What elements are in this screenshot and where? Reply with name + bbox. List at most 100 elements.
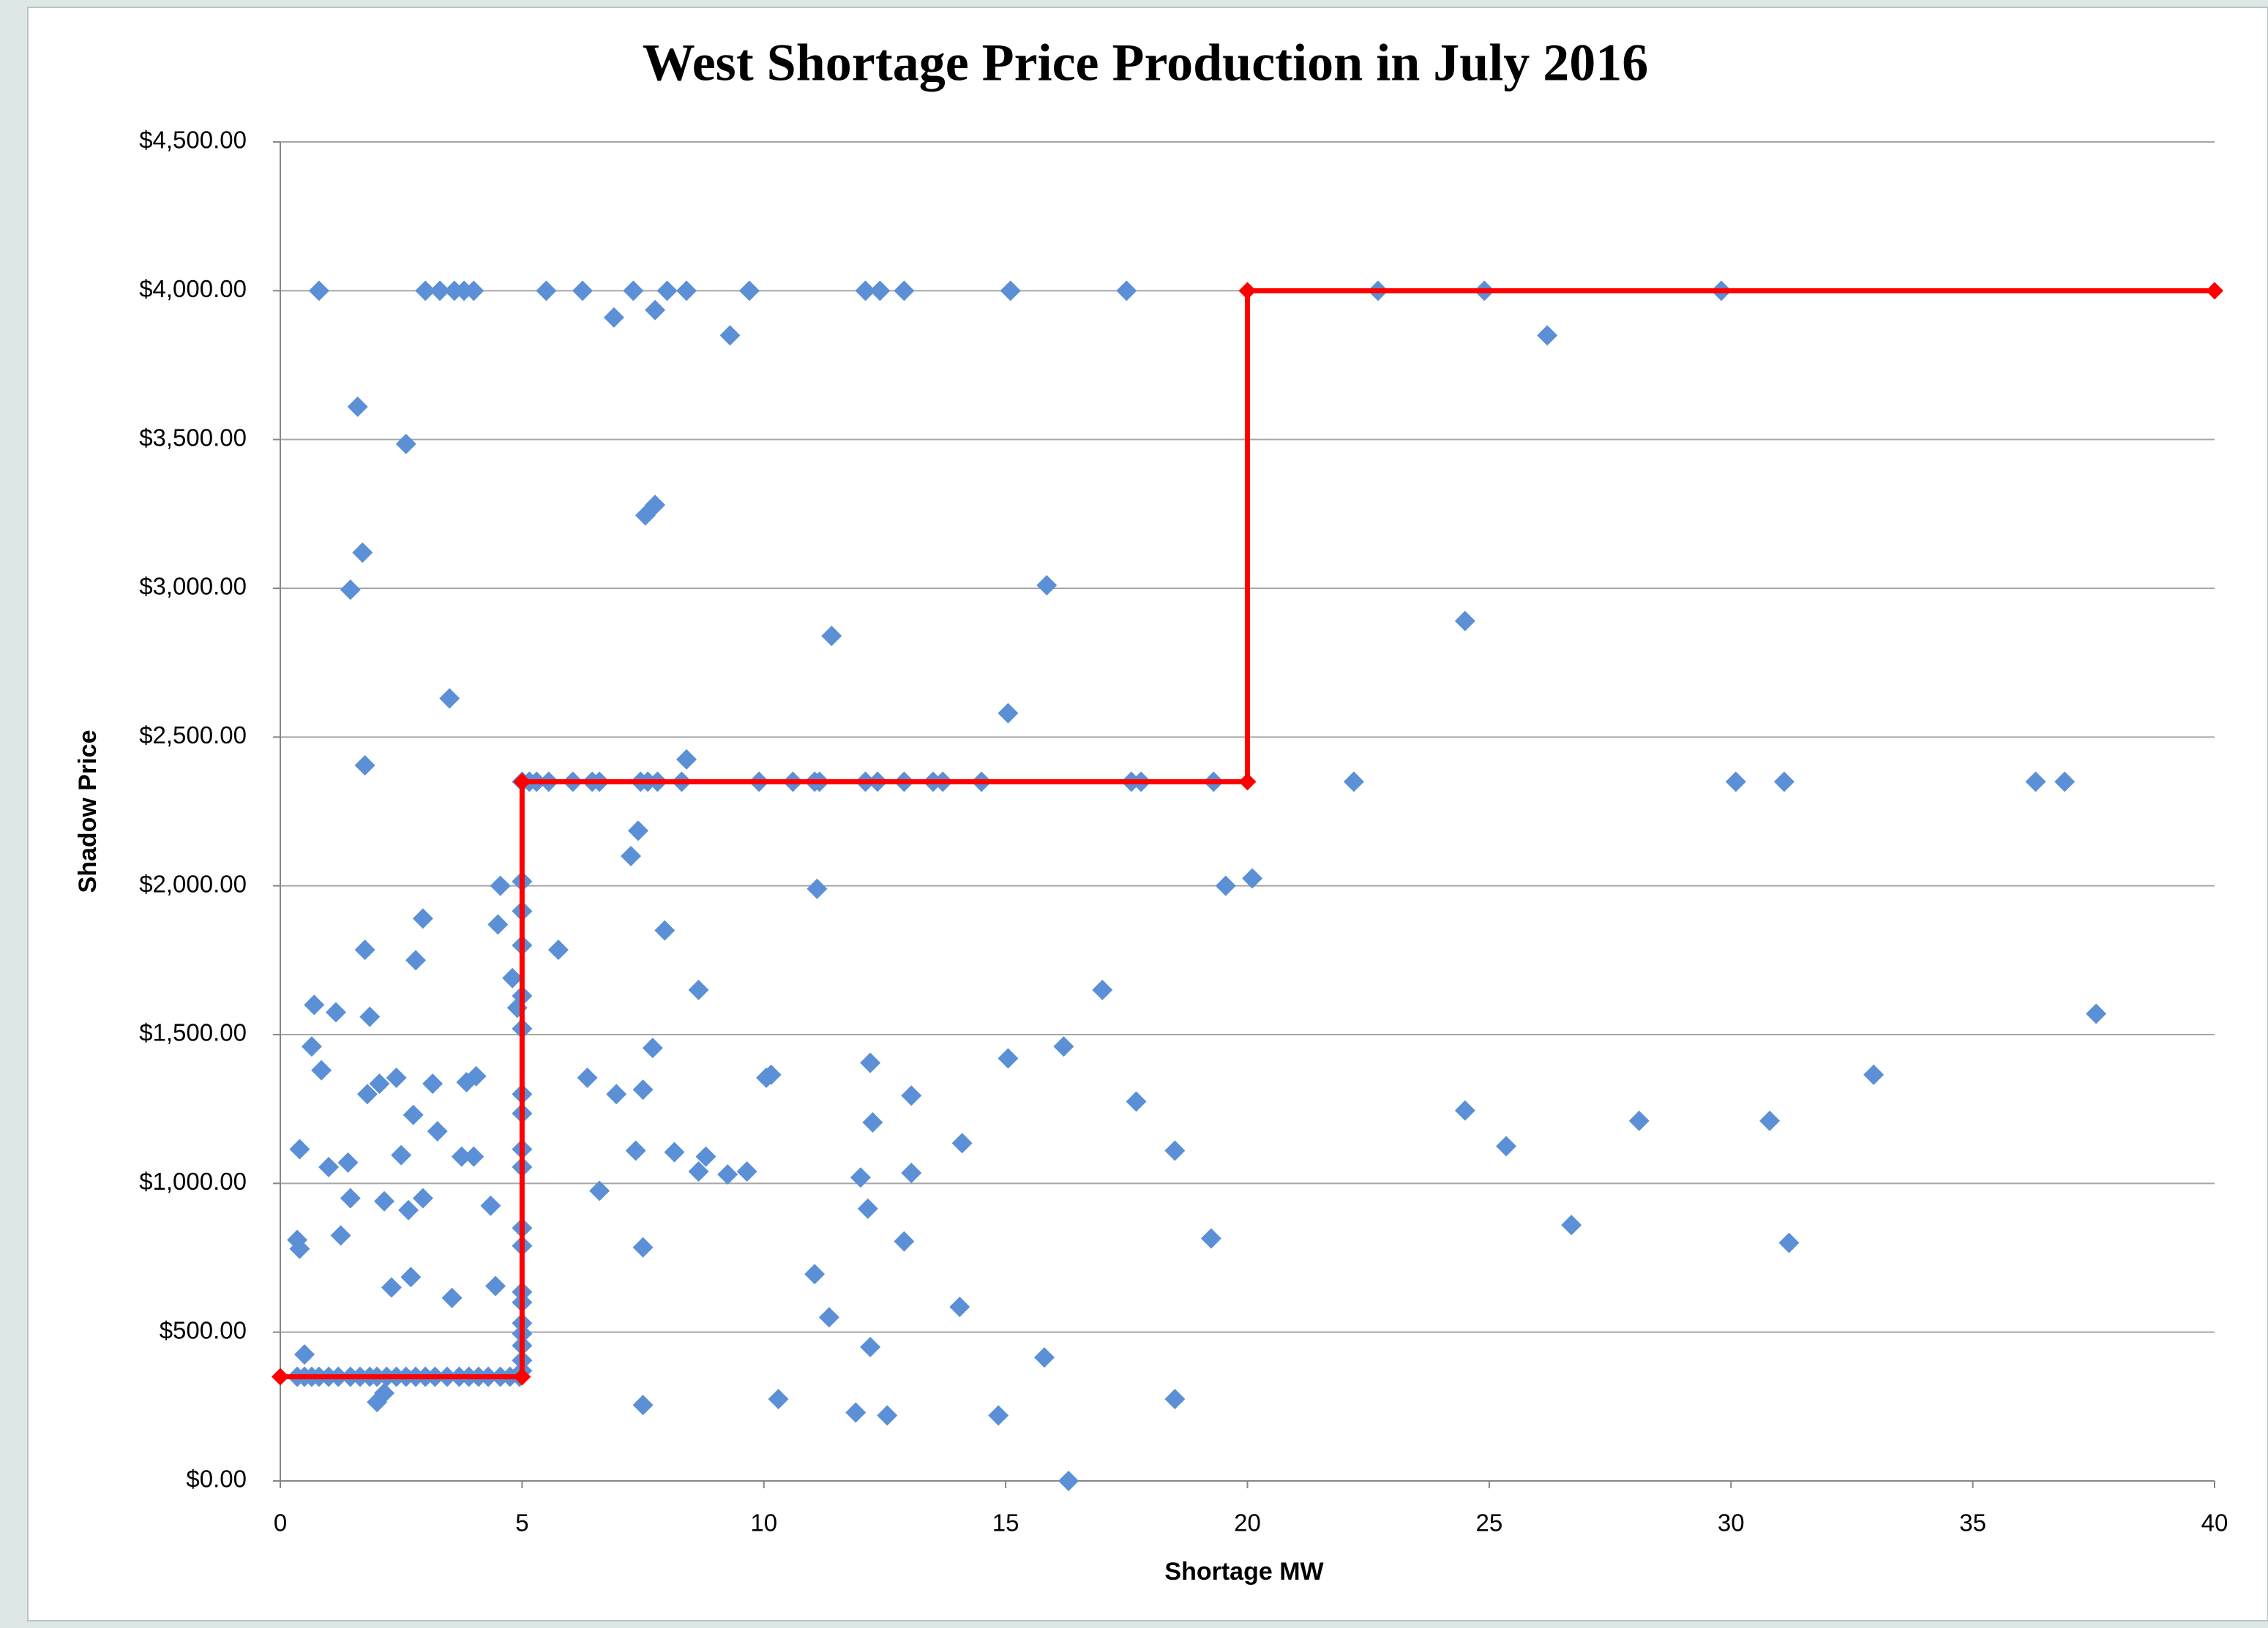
scatter-point [2086, 1003, 2107, 1024]
scatter-point [869, 280, 891, 301]
scatter-point [412, 908, 433, 929]
scatter-point [676, 749, 697, 770]
x-tick-label: 5 [515, 1509, 528, 1537]
scatter-point [998, 702, 1019, 724]
scatter-point [398, 1199, 419, 1220]
scatter-point [998, 1048, 1019, 1069]
line-marker [1238, 282, 1257, 300]
scatter-point [877, 1405, 898, 1426]
scatter-point [395, 433, 416, 454]
scatter-point [415, 280, 436, 301]
scatter-point [804, 1264, 826, 1285]
scatter-point [1863, 1064, 1885, 1085]
scatter-point [632, 1079, 654, 1100]
y-tick-label: $3,500.00 [139, 424, 247, 451]
scatter-point [768, 1389, 789, 1410]
scatter-point [386, 1067, 407, 1088]
scatter-point [1058, 1471, 1079, 1491]
scatter-point [688, 1161, 709, 1182]
scatter-point [606, 1084, 627, 1105]
scatter-point [485, 1275, 506, 1297]
scatter-point [1092, 980, 1113, 1000]
scatter-point [369, 1073, 390, 1095]
scatter-point [1164, 1140, 1186, 1161]
scatter-point [1454, 610, 1475, 631]
scatter-point [603, 307, 624, 328]
scatter-point [860, 1337, 881, 1357]
scatter-point [855, 280, 876, 301]
scatter-point [857, 1198, 878, 1219]
scatter-point [621, 846, 642, 866]
scatter-point [760, 1064, 782, 1085]
line-marker [513, 1368, 531, 1386]
scatter-point [352, 542, 373, 563]
x-tick-label: 30 [1718, 1509, 1745, 1537]
scatter-point [463, 280, 484, 301]
y-tick-label: $2,000.00 [139, 870, 247, 897]
scatter-point [547, 939, 569, 961]
scatter-point [1454, 1100, 1475, 1121]
x-tick-label: 20 [1234, 1509, 1261, 1537]
scatter-point [632, 1237, 654, 1258]
scatter-point [318, 1156, 340, 1177]
scatter-point [688, 980, 709, 1000]
line-marker [2206, 282, 2223, 300]
scatter-point [1053, 1036, 1074, 1057]
scatter-point [2025, 771, 2046, 792]
scatter-point [1773, 771, 1794, 792]
x-tick-label: 15 [992, 1509, 1019, 1537]
scatter-point [1778, 1232, 1800, 1253]
scatter-point [1343, 771, 1364, 792]
scatter-point [340, 1188, 361, 1209]
scatter-point [1126, 1091, 1147, 1112]
scatter-point [577, 1067, 598, 1088]
y-tick-label: $2,500.00 [139, 721, 247, 749]
scatter-point [1036, 574, 1058, 596]
scatter-point [951, 1133, 973, 1154]
scatter-point [1537, 325, 1558, 346]
scatter-point [1242, 868, 1263, 889]
scatter-point [719, 325, 741, 346]
scatter-point [374, 1383, 395, 1404]
y-tick-label: $4,000.00 [139, 275, 247, 302]
scatter-point [664, 1141, 685, 1163]
scatter-point [441, 1287, 463, 1308]
scatter-point [311, 1059, 332, 1081]
scatter-point [347, 396, 368, 417]
scatter-point [806, 878, 828, 899]
scatter-point [1215, 875, 1236, 896]
scatter-point [676, 280, 697, 301]
scatter-point [862, 1111, 883, 1133]
y-tick-label: $1,000.00 [139, 1168, 247, 1195]
scatter-point [695, 1146, 716, 1167]
scatter-point [1033, 1347, 1055, 1368]
scatter-point [572, 280, 593, 301]
line-marker [1238, 773, 1257, 791]
scatter-point [427, 1121, 448, 1142]
scatter-point [2054, 771, 2076, 792]
scatter-point [1725, 771, 1746, 792]
scatter-point [405, 950, 427, 971]
scatter-point [894, 1231, 915, 1252]
scatter-point [656, 280, 678, 301]
scatter-point [1561, 1215, 1582, 1236]
scatter-point [412, 1188, 433, 1209]
scatter-point [480, 1195, 501, 1216]
scatter-point [354, 754, 375, 776]
scatter-point [901, 1163, 922, 1184]
x-axis-title: Shortage MW [1164, 1558, 1324, 1586]
y-tick-label: $500.00 [160, 1316, 247, 1343]
scatter-point [359, 1006, 381, 1027]
scatter-point [589, 1180, 610, 1201]
scatter-point [340, 579, 361, 601]
scatter-point [487, 914, 509, 935]
scatter-point [304, 994, 325, 1016]
scatter-point [625, 1140, 646, 1161]
scatter-point [632, 1395, 654, 1416]
scatter-point [1628, 1110, 1650, 1131]
scatter-point [301, 1036, 322, 1057]
step-line [280, 288, 2215, 1380]
scatter-point [1000, 280, 1021, 301]
